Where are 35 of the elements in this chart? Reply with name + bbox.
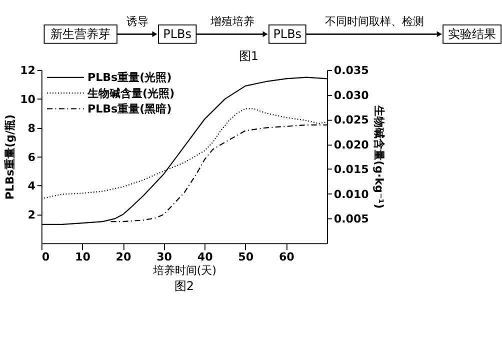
x-tick-label: 10 [75,250,91,264]
caption: 图2 [174,279,194,294]
x-tick-label: 0 [42,250,50,264]
x-tick-label: 50 [238,250,254,264]
text: 诱导 [126,14,149,28]
x-axis-title: 培养时间(天) [152,264,216,278]
y2-tick-label: 0.025 [334,114,369,127]
x-tick-label: 30 [156,250,172,264]
y-tick-label: 12 [20,64,36,78]
y-axis-title: PLBs重量(g/瓶) [4,114,17,200]
y2-tick-label: 0.030 [334,88,370,102]
y2-tick-label: 0.035 [334,64,369,78]
y2-tick-label: 0.020 [334,138,370,152]
y-tick-label: 6 [28,150,36,164]
y2-axis-title: 生物碱含量(g·kg⁻¹) [372,104,386,209]
text: 实验结果 [448,26,496,41]
text: PLBs [163,26,192,41]
y2-tick-label: 0.010 [334,188,370,201]
text: 新生营养芽 [50,26,111,41]
x-tick-label: 20 [116,250,132,264]
text: PLBs [273,26,302,41]
x-tick-label: 40 [197,250,214,264]
y2-tick-label: 0.015 [334,163,369,176]
y-tick-label: 10 [20,93,36,106]
legend-label: PLBs重量(光照) [88,71,172,84]
legend-label: 生物碱含量(光照) [86,86,175,100]
legend-label: PLBs重量(黑暗) [88,102,172,116]
x-tick-label: 60 [278,250,295,264]
y-tick-label: 4 [28,180,36,193]
caption: 图1 [238,48,259,63]
y-tick-label: 2 [28,208,36,222]
text: 不同时间取样、检测 [324,14,424,28]
y-tick-label: 8 [28,122,36,135]
text: 增殖培养 [210,14,255,28]
y2-tick-label: 0.005 [334,212,369,226]
